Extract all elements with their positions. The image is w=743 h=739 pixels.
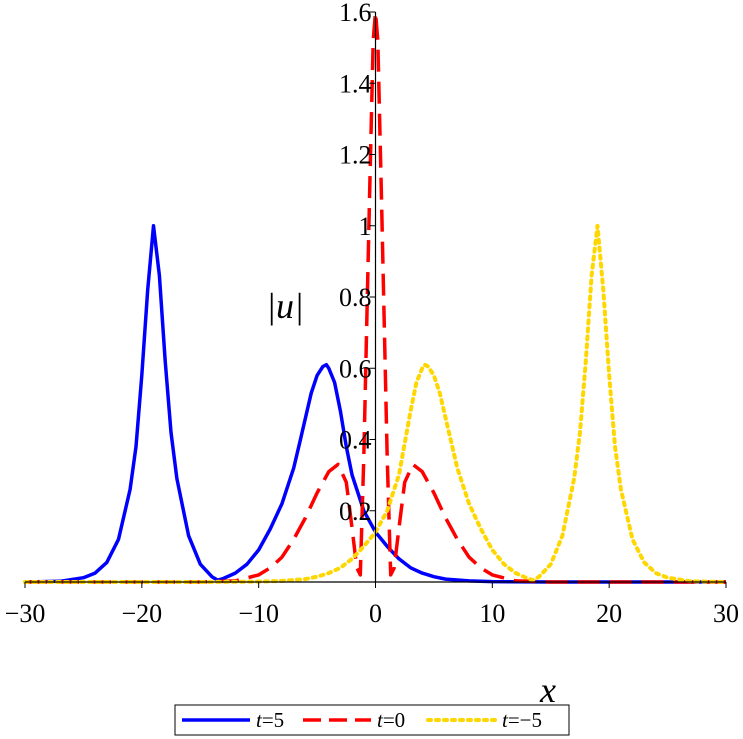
x-tick-label: −10: [238, 599, 279, 628]
x-axis-title: x: [539, 670, 556, 710]
plot-area: [23, 10, 728, 584]
series-line-dotted: [23, 223, 728, 584]
x-tick-label: 10: [479, 599, 505, 628]
y-tick-label: 1.6: [339, 0, 372, 27]
y-tick-label: 0.2: [339, 497, 372, 526]
y-axis-title: |u|: [266, 286, 304, 326]
axes: −30 −20 −10 0 10 20 30 0.2 0.4 0.6 0.8 1 1.2 1.4 1.6: [5, 0, 739, 628]
x-tick-label: 20: [596, 599, 622, 628]
x-tick-label: 0: [369, 599, 382, 628]
series-line-dashed: [25, 10, 726, 584]
y-tick-label: 1.4: [339, 69, 372, 98]
y-tick-label: 0.4: [339, 426, 372, 455]
legend: t=5 t=0 t=−5: [174, 704, 570, 736]
y-tick-label: 1.2: [339, 141, 372, 170]
legend-label: t=5: [256, 708, 284, 732]
y-tick-label: 0.8: [339, 283, 372, 312]
x-tick-label: −20: [121, 599, 162, 628]
legend-label: t=0: [377, 708, 405, 732]
x-tick-label: 30: [713, 599, 739, 628]
x-axis-ticks: −30 −20 −10 0 10 20 30: [5, 582, 739, 628]
x-tick-label: −30: [5, 599, 46, 628]
y-tick-label: 1: [359, 212, 372, 241]
legend-label: t=−5: [502, 708, 542, 732]
y-axis-ticks: 0.2 0.4 0.6 0.8 1 1.2 1.4 1.6: [339, 0, 376, 526]
series-line-solid: [24, 224, 726, 584]
y-tick-label: 0.6: [339, 354, 372, 383]
